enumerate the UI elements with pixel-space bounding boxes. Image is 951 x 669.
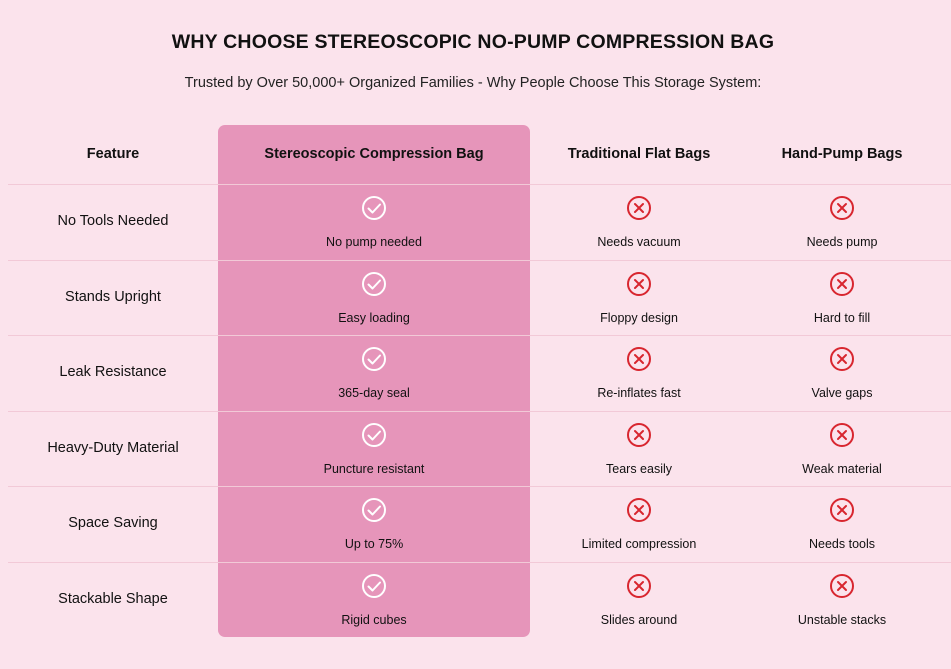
- cell-text: Valve gaps: [811, 386, 873, 401]
- cell-text: Needs tools: [808, 537, 875, 552]
- feature-label: Space Saving: [68, 515, 158, 532]
- cell-text: Needs pump: [806, 235, 878, 249]
- cell-text: Floppy design: [600, 310, 678, 325]
- cross-icon: [830, 422, 854, 447]
- cross-icon: [627, 498, 651, 523]
- cell-text: Re-inflates fast: [597, 386, 681, 401]
- cross-icon: [830, 574, 854, 598]
- cell-text: Weak material: [802, 461, 882, 476]
- cross-icon: [627, 347, 651, 372]
- row-separator: [8, 184, 951, 185]
- feature-label: No Tools Needed: [57, 213, 169, 229]
- cross-icon: [830, 347, 854, 372]
- row-separator: [8, 486, 951, 487]
- cell-text: Slides around: [600, 613, 678, 627]
- cell-text: Puncture resistant: [323, 461, 425, 476]
- cross-icon: [627, 271, 651, 296]
- check-icon: [362, 347, 386, 372]
- check-icon: [362, 422, 386, 447]
- cell-text: 365-day seal: [338, 386, 410, 401]
- column-header: Feature: [86, 146, 140, 162]
- cross-icon: [627, 196, 651, 220]
- cell-text: Up to 75%: [344, 537, 404, 552]
- cell-text: Easy loading: [338, 310, 410, 325]
- cross-icon: [830, 196, 854, 220]
- column-header: Traditional Flat Bags: [567, 146, 711, 162]
- cell-text: Unstable stacks: [797, 613, 887, 627]
- check-icon: [362, 574, 386, 598]
- column-header: Stereoscopic Compression Bag: [264, 146, 484, 162]
- cell-text: Tears easily: [606, 461, 672, 476]
- cell-text: Needs vacuum: [597, 235, 681, 249]
- check-icon: [362, 271, 386, 296]
- feature-label: Stackable Shape: [58, 591, 168, 607]
- cell-text: Rigid cubes: [341, 613, 407, 627]
- cross-icon: [830, 271, 854, 296]
- subtitle: Trusted by Over 50,000+ Organized Famili…: [184, 75, 762, 91]
- feature-label: Leak Resistance: [59, 364, 167, 381]
- cell-text: No pump needed: [326, 235, 422, 249]
- row-separator: [8, 335, 951, 336]
- row-separator: [8, 411, 951, 412]
- row-separator: [8, 562, 951, 563]
- cross-icon: [627, 574, 651, 598]
- column-header: Hand-Pump Bags: [781, 146, 903, 162]
- feature-label: Heavy-Duty Material: [47, 439, 179, 456]
- title: WHY CHOOSE STEREOSCOPIC NO-PUMP COMPRESS…: [171, 31, 775, 53]
- check-icon: [362, 196, 386, 220]
- cross-icon: [627, 422, 651, 447]
- feature-label: Stands Upright: [65, 288, 161, 305]
- cell-text: Limited compression: [581, 537, 697, 552]
- cross-icon: [830, 498, 854, 523]
- row-separator: [8, 260, 951, 261]
- cell-text: Hard to fill: [813, 310, 871, 325]
- check-icon: [362, 498, 386, 523]
